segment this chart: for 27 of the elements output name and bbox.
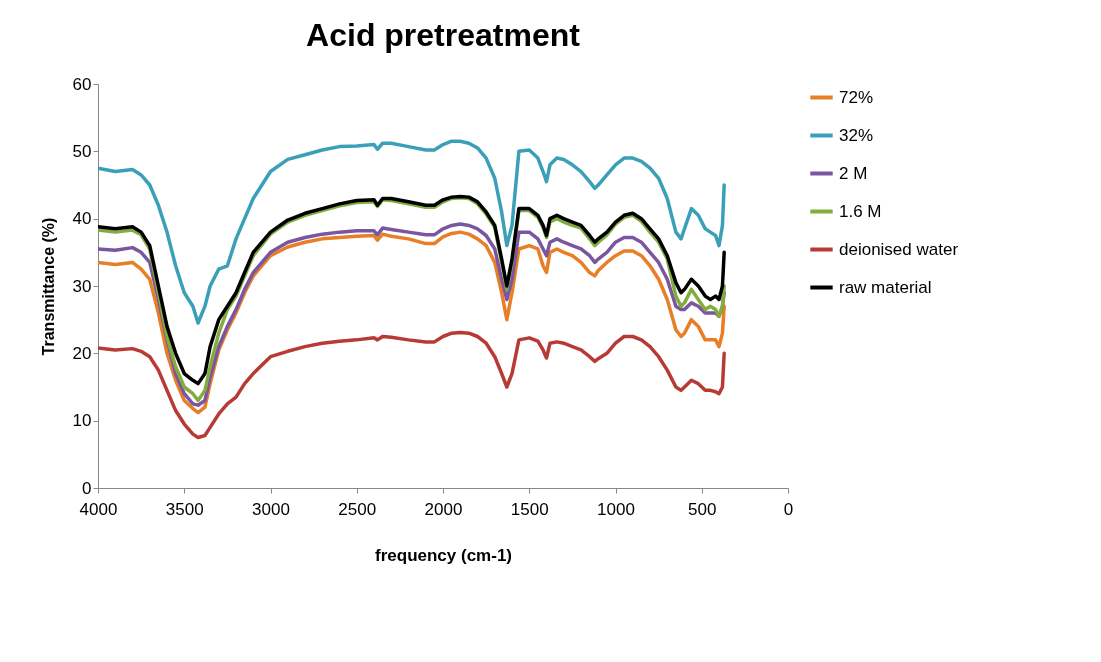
x-axis-title: frequency (cm-1) [375,545,512,565]
legend-label: deionised water [839,239,959,259]
x-tick-label: 2000 [424,499,463,519]
x-tick-label: 1500 [510,499,549,519]
y-tick-label: 60 [72,74,92,94]
legend-label: 72% [839,87,874,107]
line-series [98,139,726,325]
x-tick-label: 3500 [165,499,204,519]
x-tick-label: 3000 [252,499,290,519]
x-tick-label: 2500 [338,499,377,519]
x-tick-label: 500 [688,499,717,519]
legend-label: 1.6 M [839,201,882,221]
y-tick-label: 10 [72,411,92,431]
chart-title: Acid pretreatment [306,17,581,53]
y-tick-label: 20 [72,343,92,363]
y-tick-label: 40 [72,209,92,229]
y-tick-label: 50 [72,141,92,161]
legend-label: 32% [839,125,874,145]
legend-label: raw material [839,277,932,297]
y-axis-title: Transmittance (%) [39,217,57,356]
y-tick-label: 30 [72,276,92,296]
x-tick-label: 0 [783,499,794,519]
line-series [98,330,726,440]
legend-label: 2 M [839,163,868,183]
y-tick-label: 0 [82,478,92,498]
x-tick-label: 1000 [597,499,635,519]
x-tick-label: 4000 [79,499,118,519]
